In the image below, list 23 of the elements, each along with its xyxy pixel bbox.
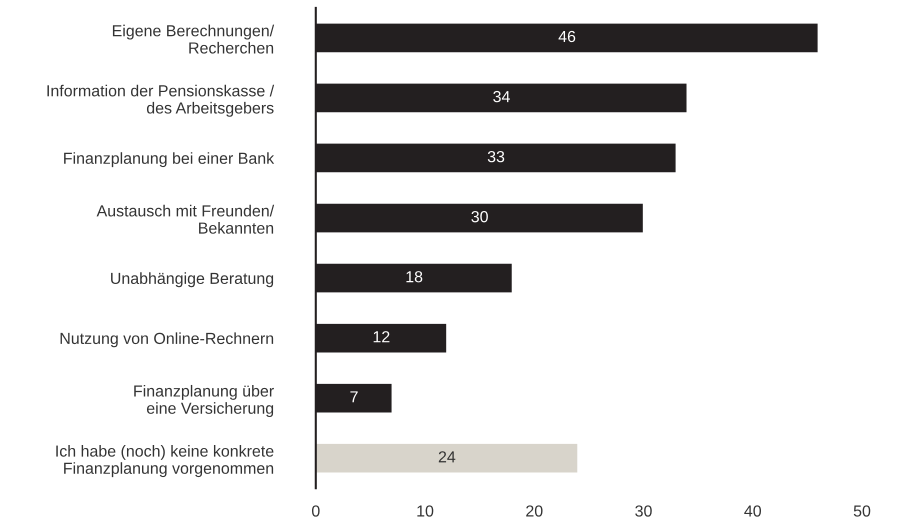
data-label: 12 [374,331,390,342]
x-tick-label: 50 [854,505,870,517]
x-tick-label: 0 [312,505,320,517]
data-label: 24 [438,451,456,462]
y-tick-label: Information der Pensionskasse / des Arbeitsgebers [47,84,274,117]
x-tick-label: 10 [417,505,434,517]
y-tick-label: Finanzplanung über eine Versicherung [134,384,274,418]
x-tick-label: 40 [744,505,762,517]
y-tick-label: Unabhängige Beratung [111,272,274,288]
x-tick-label: 30 [635,505,652,517]
y-tick-label: Finanzplanung bei einer Bank [64,152,274,168]
data-label: 18 [406,271,422,282]
y-tick-label: Austausch mit Freunden/ Bekannten [96,204,274,234]
y-tick-label: Nutzung von Online-Rechnern [60,332,274,348]
x-tick-label: 20 [526,505,543,517]
y-tick-label: Ich habe (noch) keine konkrete Finanzplanung vorgenommen [56,444,274,478]
bar [316,442,579,474]
data-label: 33 [488,150,504,162]
data-label: 7 [350,391,358,402]
data-label: 46 [558,30,576,42]
data-label: 34 [493,90,510,102]
data-label: 30 [471,211,488,222]
y-tick-label: Eigene Berechnungen/ Recherchen [112,24,274,54]
